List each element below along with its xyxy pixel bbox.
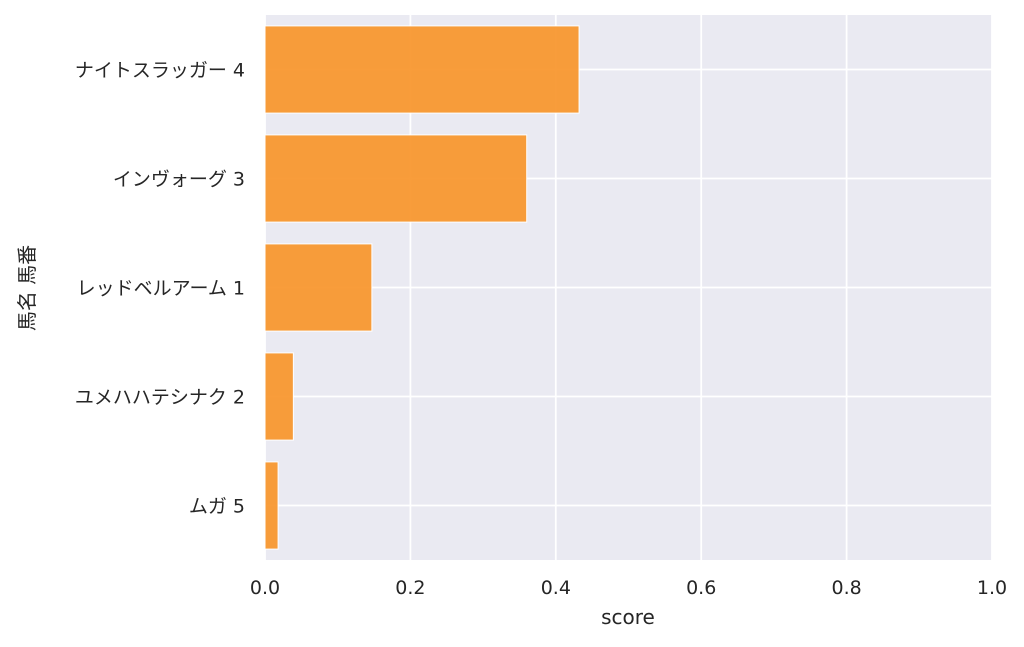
x-tick-label: 1.0 [977, 577, 1007, 599]
x-tick-labels: 0.0 0.2 0.4 0.6 0.8 1.0 [250, 577, 1007, 599]
y-tick-label: レッドベルアーム 1 [77, 278, 245, 300]
bar [264, 134, 528, 223]
y-tick-label: インヴォーグ 3 [113, 169, 245, 191]
x-tick-label: 0.2 [395, 577, 425, 599]
bar [264, 352, 294, 441]
bars [264, 25, 580, 550]
x-tick-label: 0.6 [686, 577, 716, 599]
y-tick-label: ナイトスラッガー 4 [75, 60, 245, 82]
y-tick-label: ムガ 5 [189, 496, 245, 518]
bar [264, 25, 580, 114]
y-tick-labels: ナイトスラッガー 4 インヴォーグ 3 レッドベルアーム 1 ユメハハテシナク 2 ムガ… [75, 60, 245, 518]
y-axis-label: 馬名 馬番 [15, 245, 39, 331]
x-tick-label: 0.4 [541, 577, 571, 599]
bar [264, 243, 373, 332]
x-tick-label: 0.0 [250, 577, 280, 599]
x-axis-label: score [601, 605, 655, 629]
bar [264, 461, 279, 550]
y-tick-label: ユメハハテシナク 2 [75, 387, 245, 409]
x-tick-label: 0.8 [831, 577, 861, 599]
